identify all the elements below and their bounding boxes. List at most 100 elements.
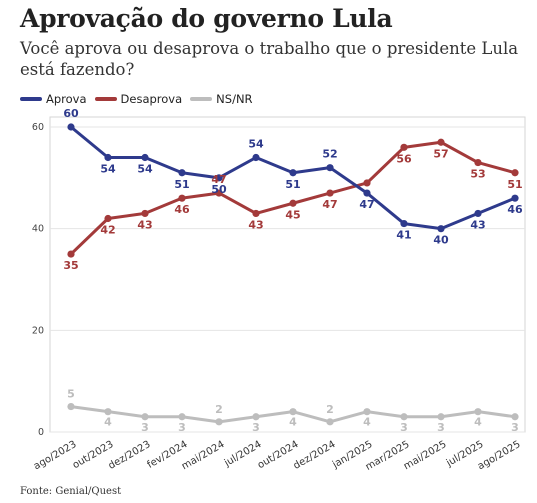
data-label-nsnr: 4	[363, 416, 371, 429]
data-point-nsnr	[289, 408, 297, 416]
y-tick-label: 40	[32, 224, 44, 235]
data-point-desaprova	[400, 143, 408, 151]
data-point-nsnr	[104, 408, 112, 416]
data-label-desaprova: 42	[100, 224, 115, 237]
data-point-aprova	[326, 164, 334, 172]
data-point-desaprova	[474, 158, 482, 167]
data-label-desaprova: 51	[507, 178, 522, 191]
data-label-nsnr: 2	[215, 403, 223, 416]
y-tick-label: 20	[32, 325, 44, 336]
data-label-nsnr: 3	[178, 421, 186, 434]
data-point-desaprova	[252, 209, 260, 218]
data-point-aprova	[215, 174, 223, 182]
data-label-aprova: 54	[248, 138, 264, 151]
data-label-desaprova: 56	[396, 152, 412, 165]
data-point-desaprova	[511, 169, 519, 177]
data-point-nsnr	[67, 402, 75, 411]
data-point-aprova	[289, 169, 297, 177]
data-label-nsnr: 5	[67, 388, 75, 401]
data-point-nsnr	[215, 418, 223, 426]
legend-swatch-aprova	[20, 97, 42, 101]
data-label-nsnr: 4	[289, 416, 297, 429]
data-point-desaprova	[363, 179, 371, 187]
data-label-aprova: 40	[433, 234, 449, 247]
data-label-aprova: 51	[285, 178, 300, 191]
data-label-aprova: 54	[100, 163, 116, 176]
data-point-desaprova	[326, 189, 334, 197]
legend-label-desaprova: Desaprova	[120, 92, 183, 106]
x-tick-label: dez/2024	[292, 439, 338, 472]
data-point-aprova	[252, 153, 260, 162]
data-point-nsnr	[474, 408, 482, 416]
legend-item-nsnr: NS/NR	[190, 92, 253, 106]
data-point-desaprova	[215, 189, 223, 197]
x-tick-label: mai/2024	[180, 439, 227, 472]
data-label-desaprova: 45	[285, 208, 300, 221]
data-label-desaprova: 47	[211, 173, 226, 186]
plot-frame	[49, 116, 526, 433]
legend: Aprova Desaprova NS/NR	[20, 92, 261, 106]
data-point-desaprova	[104, 214, 112, 223]
y-tick-label: 0	[38, 427, 44, 438]
data-point-aprova	[437, 225, 445, 233]
data-label-nsnr: 4	[104, 416, 112, 429]
data-point-nsnr	[363, 408, 371, 416]
legend-item-desaprova: Desaprova	[94, 92, 183, 106]
data-label-aprova: 50	[211, 183, 227, 196]
data-point-nsnr	[400, 413, 408, 421]
data-label-aprova: 52	[322, 148, 337, 161]
chart-subtitle: Você aprova ou desaprova o trabalho que …	[20, 39, 519, 79]
data-label-desaprova: 46	[174, 203, 190, 216]
data-label-aprova: 47	[359, 198, 374, 211]
data-point-desaprova	[178, 194, 186, 202]
data-point-nsnr	[511, 413, 519, 421]
legend-swatch-desaprova	[94, 97, 117, 101]
data-point-nsnr	[252, 413, 260, 421]
data-point-nsnr	[141, 413, 149, 421]
data-point-aprova	[474, 209, 482, 218]
data-point-aprova	[141, 153, 149, 162]
data-point-nsnr	[178, 413, 186, 421]
data-point-desaprova	[141, 209, 149, 218]
data-label-nsnr: 3	[511, 421, 519, 434]
data-label-aprova: 46	[507, 203, 523, 216]
x-tick-label: mai/2025	[402, 439, 449, 472]
legend-item-aprova: Aprova	[20, 92, 87, 106]
data-label-aprova: 54	[137, 163, 153, 176]
x-tick-label: dez/2023	[107, 439, 153, 472]
data-point-nsnr	[326, 418, 334, 426]
data-label-nsnr: 3	[252, 421, 260, 434]
data-point-aprova	[104, 153, 112, 162]
data-point-aprova	[67, 123, 75, 131]
data-label-desaprova: 53	[470, 168, 485, 181]
data-label-nsnr: 2	[326, 403, 334, 416]
legend-label-aprova: Aprova	[46, 92, 87, 106]
data-label-nsnr: 3	[141, 421, 149, 434]
data-point-nsnr	[437, 413, 445, 421]
source-note: Fonte: Genial/Quest	[20, 486, 122, 497]
data-point-aprova	[511, 194, 519, 202]
y-tick-label: 60	[32, 122, 44, 133]
data-label-desaprova: 35	[63, 259, 78, 272]
data-label-nsnr: 4	[474, 416, 482, 429]
chart-title: Aprovação do governo Lula	[20, 4, 393, 33]
legend-swatch-nsnr	[190, 97, 213, 101]
data-label-nsnr: 3	[437, 421, 445, 434]
data-label-aprova: 43	[470, 218, 485, 231]
data-label-aprova: 41	[396, 229, 411, 242]
data-point-desaprova	[67, 250, 75, 258]
data-point-desaprova	[437, 138, 445, 146]
legend-label-nsnr: NS/NR	[216, 92, 253, 106]
data-point-aprova	[363, 189, 371, 197]
data-label-desaprova: 47	[322, 198, 337, 211]
x-tick-label: ago/2025	[476, 439, 523, 472]
data-point-desaprova	[289, 199, 297, 207]
data-label-desaprova: 57	[433, 147, 448, 160]
data-point-aprova	[400, 219, 408, 228]
x-tick-label: ago/2023	[32, 439, 79, 472]
data-label-desaprova: 43	[248, 218, 263, 231]
data-label-aprova: 51	[174, 178, 189, 191]
data-label-desaprova: 43	[137, 218, 152, 231]
data-label-nsnr: 3	[400, 421, 408, 434]
